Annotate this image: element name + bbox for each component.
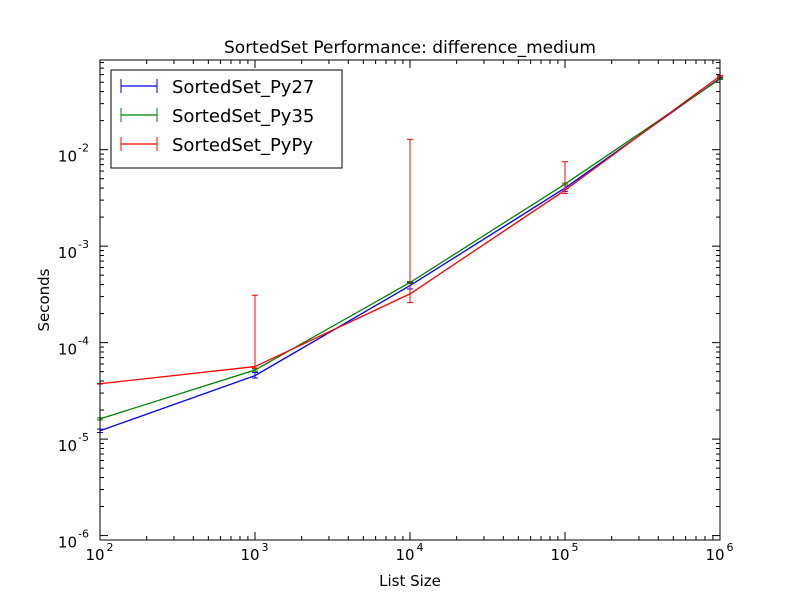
x-tick-exponent: 2 (107, 541, 114, 554)
series-2 (97, 74, 723, 385)
y-tick-label: 10 (58, 437, 77, 455)
x-axis-ticks: 10 2 10 3 10 4 10 5 10 6 (85, 60, 734, 564)
x-tick-label: 10 (395, 546, 414, 564)
y-tick-exponent: -5 (78, 431, 89, 444)
series-layer (97, 74, 723, 434)
error-bar (252, 372, 258, 379)
y-axis-ticks: 10-610-510-410-310-2 (58, 62, 720, 552)
y-tick-exponent: -3 (78, 238, 89, 251)
error-bar (562, 161, 568, 195)
error-bar (252, 294, 258, 369)
x-tick-exponent: 3 (262, 541, 269, 554)
legend: SortedSet_Py27 SortedSet_Py35 SortedSet_Py… (110, 69, 343, 169)
chart-title: SortedSet Performance: difference_medium (224, 38, 596, 58)
y-tick-label: 10 (58, 148, 77, 166)
error-bar (407, 138, 413, 304)
y-tick-exponent: -2 (78, 142, 89, 155)
y-axis-label: Seconds (35, 268, 53, 331)
x-tick-label: 10 (85, 546, 104, 564)
y-tick-label: 10 (58, 534, 77, 552)
y-tick-exponent: -6 (78, 528, 89, 541)
x-tick-label: 10 (240, 546, 259, 564)
legend-entry: SortedSet_Py27 (120, 77, 314, 98)
legend-entry: SortedSet_Py35 (120, 106, 314, 127)
legend-label: SortedSet_PyPy (172, 135, 313, 156)
legend-label: SortedSet_Py27 (172, 77, 314, 98)
legend-label: SortedSet_Py35 (172, 106, 314, 127)
legend-entry: SortedSet_PyPy (120, 135, 313, 156)
y-tick-label: 10 (58, 244, 77, 262)
y-tick-label: 10 (58, 341, 77, 359)
x-tick-exponent: 6 (727, 541, 734, 554)
x-tick-exponent: 5 (572, 541, 579, 554)
x-tick-exponent: 4 (417, 541, 424, 554)
x-tick-label: 10 (550, 546, 569, 564)
y-tick-exponent: -4 (78, 335, 89, 348)
error-bar (252, 368, 258, 372)
x-axis-label: List Size (379, 572, 441, 590)
x-tick-label: 10 (705, 546, 724, 564)
